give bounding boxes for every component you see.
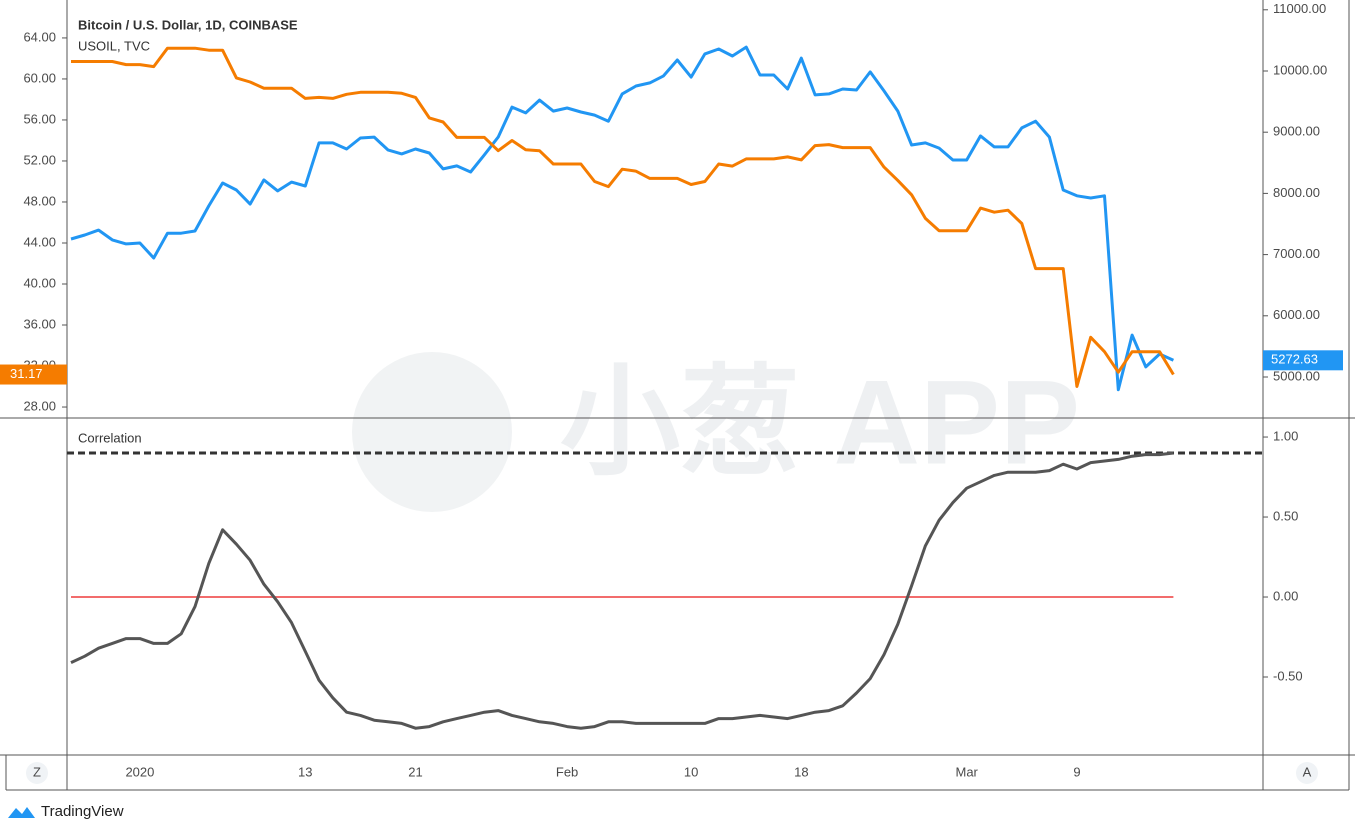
y-tick-label: 40.00 [23, 275, 56, 290]
y2-tick-label: 9000.00 [1273, 124, 1320, 139]
button[interactable] [1296, 762, 1318, 784]
y2-tick-label: 6000.00 [1273, 307, 1320, 322]
legend-label: USOIL, TVC [78, 38, 150, 53]
x-tick-label: 2020 [125, 764, 154, 779]
y2-tick-label: 10000.00 [1273, 62, 1327, 77]
button-label[interactable]: A [1303, 764, 1312, 779]
x-tick-label: 9 [1073, 764, 1080, 779]
y-tick-label: -0.50 [1273, 668, 1303, 683]
button-label[interactable]: Z [33, 764, 41, 779]
y-tick-label: 52.00 [23, 152, 56, 167]
y-tick-label: 60.00 [23, 70, 56, 85]
watermark-logo [352, 352, 512, 512]
x-tick-label: 13 [298, 764, 312, 779]
brand-logo [8, 807, 35, 818]
y2-tick-label: 7000.00 [1273, 246, 1320, 261]
y-tick-label: 48.00 [23, 193, 56, 208]
button[interactable] [26, 762, 48, 784]
series-line [70, 451, 1174, 730]
y2-tick-label: 8000.00 [1273, 185, 1320, 200]
y-tick-label: 1.00 [1273, 428, 1298, 443]
x-tick-label: 18 [794, 764, 808, 779]
series-line [70, 45, 1175, 392]
y-tick-label: 56.00 [23, 111, 56, 126]
y2-tick-label: 5000.00 [1273, 368, 1320, 383]
y2-tick-label: 11000.00 [1273, 1, 1326, 16]
y-tick-label: 0.50 [1273, 508, 1298, 523]
x-tick-label: Mar [956, 764, 979, 779]
last-value-label: 5272.63 [1271, 352, 1318, 367]
y-tick-label: 36.00 [23, 316, 56, 331]
x-tick-label: 10 [684, 764, 698, 779]
watermark: 小葱 APP [352, 352, 1080, 512]
legend-label: Correlation [78, 430, 142, 445]
legend-label: Bitcoin / U.S. Dollar, 1D, COINBASE [78, 17, 298, 32]
y-tick-label: 44.00 [23, 234, 56, 249]
y-tick-label: 28.00 [23, 398, 56, 413]
last-value-box [1263, 350, 1343, 371]
y-tick-label: 0.00 [1273, 588, 1298, 603]
brand[interactable]: TradingView [41, 803, 124, 820]
x-tick-label: 21 [408, 764, 422, 779]
x-tick-label: Feb [556, 764, 578, 779]
y-tick-label: 64.00 [23, 29, 56, 44]
last-value-box [0, 364, 67, 385]
series-line [71, 46, 1175, 388]
watermark-text: 小葱 APP [560, 356, 1080, 490]
last-value-label: 31.17 [10, 366, 43, 381]
